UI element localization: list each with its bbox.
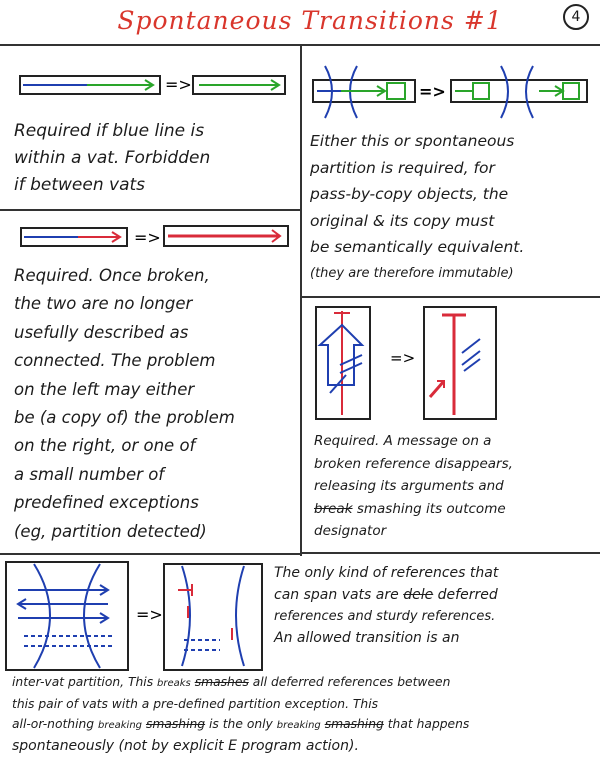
panel4-line-rest: smashing its outcome [352, 500, 506, 517]
panel3-line: Required. Once broken, [14, 266, 210, 285]
divider-left-2 [0, 553, 300, 555]
diagram-within-vat: => [19, 75, 286, 95]
panel3-line: (eg, partition detected) [14, 521, 207, 541]
inserted-word: breaking [276, 720, 321, 731]
struck-word: smashes [194, 675, 249, 689]
panel1-line: within a vat. Forbidden [14, 148, 211, 168]
diagram-broken-reference: => [20, 225, 289, 247]
vat-box-before [19, 75, 161, 95]
diagram-message-disappears: => [315, 306, 497, 420]
panel2-text: Either this or spontaneous partition is … [310, 128, 524, 287]
divider-center [300, 44, 302, 556]
panel3-line: on the right, or one of [14, 436, 196, 456]
panel5-line: can span vats are dele deferred [274, 585, 498, 607]
struck-word: smashing [145, 717, 206, 731]
panel1-line: if between vats [14, 175, 146, 195]
panel2-line: Either this or spontaneous [310, 132, 515, 150]
panel5-text-right: The only kind of references that can spa… [274, 563, 498, 649]
panel2-line: partition is required, for [310, 158, 495, 177]
panel5-text-bottom: inter-vat partition, This breaks smashes… [12, 672, 469, 756]
inserted-word: breaking [98, 720, 143, 731]
panel5-line: inter-vat partition, This breaks smashes… [12, 672, 469, 694]
transition-arrow: => [165, 75, 192, 94]
panel5-line: An allowed transition is an [274, 629, 460, 646]
struck-word: dele [403, 586, 434, 603]
panel5-line-start: all-or-nothing [12, 717, 95, 731]
panel5-line: The only kind of references that [274, 565, 499, 581]
panel5-line: this pair of vats with a pre-defined par… [12, 697, 379, 711]
diagram-pass-by-copy: => [312, 65, 588, 119]
panel3-line: the two are no longer [14, 294, 193, 314]
page-number: 4 [563, 4, 589, 30]
panel3-line: predefined exceptions [14, 493, 199, 513]
panel3-line: a small number of [14, 464, 165, 484]
panel4-line: releasing its arguments and [314, 478, 504, 494]
panel5-line-start: inter-vat partition, This [12, 675, 154, 689]
panel1-line: Required if blue line is [14, 121, 205, 141]
svg-text:=>: => [136, 605, 163, 624]
svg-text:=>: => [419, 82, 446, 101]
panel3-line: connected. The problem [14, 351, 216, 371]
panel5-line-rest: deferred [433, 586, 498, 603]
panel5-line-mid: is the only [205, 717, 273, 731]
panel4-text: Required. A message on a broken referenc… [314, 430, 513, 543]
panel5-line: all-or-nothing breaking smashing is the … [12, 714, 469, 736]
panel4-line: broken reference disappears, [314, 455, 513, 472]
divider-right-2 [300, 552, 600, 554]
panel5-line-rest: that happens [383, 717, 470, 731]
panel5-line-start: can span vats are [274, 586, 399, 603]
panel5-line: spontaneously (not by explicit E program… [12, 738, 359, 754]
vat-box-after [192, 75, 286, 95]
panel2-line: be semantically equivalent. [310, 238, 525, 256]
panel5-line-rest: all deferred references between [248, 675, 451, 689]
struck-word: break [314, 500, 353, 517]
svg-text:=>: => [134, 228, 161, 247]
panel4-line: break smashing its outcome [314, 498, 513, 521]
panel3-line: on the left may either [14, 379, 195, 399]
struck-word: smashing [324, 717, 384, 731]
divider-right-1 [300, 296, 600, 298]
diagram-inter-vat-partition: => [5, 561, 263, 671]
panel3-text: Required. Once broken, the two are no lo… [14, 262, 235, 546]
panel4-line: Required. A message on a [314, 433, 492, 449]
divider-left-1 [0, 209, 300, 211]
panel4-line: designator [314, 523, 387, 539]
svg-text:=>: => [390, 349, 415, 367]
panel2-line: original & its copy must [310, 211, 495, 230]
panel2-line: (they are therefore immutable) [310, 265, 514, 281]
panel2-line: pass-by-copy objects, the [310, 185, 509, 203]
panel1-text: Required if blue line is within a vat. F… [14, 118, 210, 199]
panel3-line: usefully described as [14, 322, 189, 342]
panel3-line: be (a copy of) the problem [14, 408, 235, 428]
panel5-line: references and sturdy references. [274, 609, 496, 624]
inserted-word: breaks [157, 678, 191, 689]
page-title: Spontaneous Transitions #1 [117, 6, 503, 35]
